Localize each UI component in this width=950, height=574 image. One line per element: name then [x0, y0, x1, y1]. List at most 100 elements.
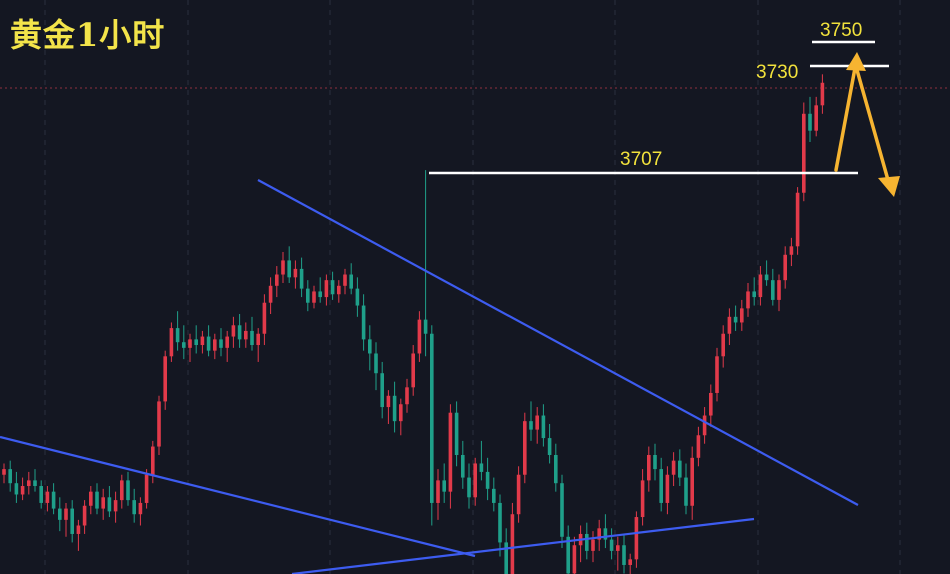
candle-119	[740, 299, 744, 331]
candle-60	[374, 342, 378, 391]
candle-18	[113, 491, 118, 523]
candle-69	[430, 325, 434, 526]
candle-47	[293, 260, 298, 289]
candle-35	[219, 328, 223, 357]
chart-title: 黄金1小时	[10, 16, 166, 54]
candle-71	[442, 463, 446, 503]
candle-74	[461, 440, 465, 489]
candle-31	[194, 325, 198, 354]
candle-38	[237, 314, 242, 348]
candle-65	[405, 378, 409, 413]
candle-1	[8, 460, 12, 492]
level-3707-label: 3707	[620, 149, 662, 170]
lower-wedge-trendline	[0, 435, 476, 558]
candle-104	[647, 446, 651, 492]
candle-113	[702, 407, 707, 444]
candle-75	[467, 463, 471, 509]
candle-94	[585, 522, 589, 560]
candle-97	[603, 514, 608, 549]
candle-26	[163, 350, 167, 410]
candle-112	[696, 426, 701, 467]
candle-27	[169, 322, 174, 362]
candle-30	[188, 333, 192, 362]
candle-14	[89, 486, 93, 515]
candle-28	[175, 311, 180, 351]
candle-79	[492, 477, 496, 512]
candle-86	[535, 407, 539, 444]
candle-53	[330, 271, 335, 300]
candle-36	[225, 330, 229, 362]
candle-100	[622, 533, 626, 574]
candle-37	[231, 316, 236, 348]
candle-52	[324, 274, 329, 306]
candle-34	[213, 333, 217, 360]
candle-130	[808, 96, 812, 142]
candle-19	[120, 474, 124, 509]
down-arrow-shaft	[855, 68, 890, 182]
candle-123	[764, 260, 769, 286]
candle-50	[312, 285, 316, 309]
candle-81	[504, 528, 508, 574]
candle-114	[709, 384, 713, 427]
candle-98	[609, 528, 614, 560]
candle-77	[479, 440, 484, 481]
candle-118	[733, 305, 738, 331]
candle-16	[101, 488, 105, 520]
candle-10	[64, 502, 68, 537]
candle-116	[721, 325, 725, 368]
rising-support-trendline	[291, 517, 755, 574]
candle-67	[417, 311, 422, 362]
up-arrow-head	[846, 52, 866, 71]
candle-33	[206, 325, 211, 357]
candle-129	[802, 102, 806, 202]
candle-124	[771, 268, 775, 306]
candle-41	[256, 328, 260, 362]
candle-56	[349, 263, 353, 295]
candle-44	[275, 266, 279, 298]
candle-45	[281, 251, 285, 283]
candle-121	[752, 277, 756, 306]
candle-2	[14, 471, 19, 503]
candle-103	[640, 469, 645, 526]
candle-8	[51, 483, 56, 515]
candle-128	[795, 187, 800, 255]
candle-87	[541, 404, 546, 447]
level-3750-label: 3750	[820, 20, 862, 41]
candle-15	[95, 483, 99, 515]
candle-42	[262, 294, 267, 346]
candle-21	[132, 488, 136, 523]
candle-108	[671, 452, 676, 487]
candle-95	[591, 531, 595, 563]
price-levels: 3707 3730 3750	[429, 20, 889, 175]
candle-83	[516, 466, 521, 523]
down-arrow-head	[878, 176, 900, 197]
candle-96	[597, 519, 601, 551]
up-arrow-shaft	[834, 66, 857, 172]
candle-46	[287, 246, 291, 283]
candle-4	[27, 471, 31, 495]
candle-132	[820, 74, 825, 114]
candle-51	[318, 277, 322, 303]
candle-66	[411, 345, 415, 396]
candle-102	[634, 511, 639, 568]
candle-106	[659, 457, 663, 512]
candle-115	[715, 347, 719, 402]
candle-23	[144, 469, 149, 509]
projection-arrows	[834, 52, 900, 197]
candle-80	[498, 494, 502, 557]
candle-25	[157, 395, 161, 455]
candle-99	[616, 536, 620, 571]
candle-90	[560, 474, 564, 549]
candle-5	[33, 469, 37, 492]
candle-78	[485, 457, 490, 501]
candlesticks	[2, 74, 825, 574]
candle-43	[268, 277, 273, 314]
candle-9	[58, 497, 62, 532]
descending-trendline	[257, 179, 859, 506]
candle-64	[399, 398, 403, 436]
candle-85	[529, 401, 533, 441]
candle-110	[684, 463, 688, 515]
candle-62	[386, 390, 391, 424]
candle-72	[448, 404, 453, 509]
